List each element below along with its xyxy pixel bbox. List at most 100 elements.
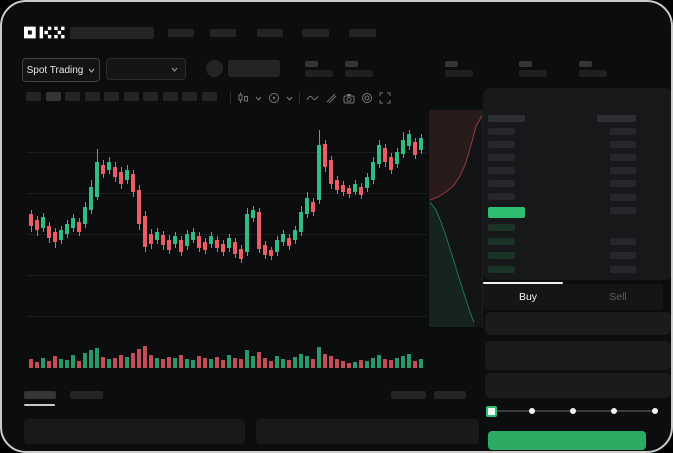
orders-tab-placeholder[interactable] (24, 391, 56, 399)
tab-sell[interactable]: Sell (609, 291, 627, 303)
wave-icon[interactable] (306, 93, 319, 103)
divider (230, 92, 231, 104)
tab-buy[interactable]: Buy (518, 291, 538, 303)
okx-logo[interactable] (24, 26, 65, 39)
candle (185, 234, 189, 246)
candle (311, 202, 315, 212)
orderbook-size-row[interactable] (610, 207, 636, 214)
brush-icon[interactable] (325, 92, 337, 104)
nav-search-placeholder[interactable] (70, 27, 154, 39)
orderbook-size-row[interactable] (610, 154, 636, 161)
slider-handle[interactable] (486, 406, 497, 417)
settings-icon[interactable] (361, 92, 373, 104)
timeframe-button[interactable] (65, 92, 80, 101)
candle (257, 212, 261, 249)
orderbook-size-row[interactable] (610, 141, 636, 148)
timeframe-button[interactable] (162, 92, 178, 101)
bottom-action-placeholder[interactable] (391, 391, 426, 399)
slider-step-dot[interactable] (652, 408, 658, 414)
nav-link-placeholder[interactable] (349, 29, 376, 37)
volume-bar (365, 361, 369, 368)
orderbook-price-row[interactable] (488, 154, 515, 161)
camera-icon[interactable] (343, 93, 355, 104)
volume-bar (263, 358, 267, 368)
nav-link-placeholder[interactable] (168, 29, 194, 37)
orderbook-price-row[interactable] (488, 128, 515, 135)
candle (359, 187, 363, 195)
volume-bar (251, 356, 255, 368)
candle (293, 230, 297, 240)
fullscreen-icon[interactable] (379, 92, 391, 104)
volume-bar (197, 356, 201, 368)
orderbook-size-row[interactable] (610, 128, 636, 135)
orderbook-size-row[interactable] (610, 194, 636, 201)
volume-bar (377, 355, 381, 368)
timeframe-button[interactable] (84, 92, 100, 101)
orderbook-size-row[interactable] (610, 167, 636, 174)
order-side-tabs: Buy Sell (483, 284, 663, 310)
chevron-down-icon[interactable] (255, 96, 262, 101)
orderbook-bid-row[interactable] (488, 252, 515, 259)
orderbook-size-row[interactable] (610, 252, 636, 259)
price-input[interactable] (485, 312, 671, 335)
timeframe-button[interactable] (45, 92, 61, 101)
orderbook-size-row[interactable] (610, 180, 636, 187)
market-type-selector[interactable]: Spot Trading (22, 58, 100, 82)
volume-bar (65, 360, 69, 368)
nav-link-placeholder[interactable] (302, 29, 329, 37)
candlestick-chart[interactable] (27, 112, 427, 368)
volume-bar (155, 358, 159, 368)
orderbook-price-row[interactable] (488, 193, 515, 200)
slider-step-dot[interactable] (529, 408, 535, 414)
volume-bar (359, 360, 363, 368)
ticker-stat-label (345, 70, 373, 77)
ticker-stat-label (519, 70, 547, 77)
bottom-action-placeholder[interactable] (434, 391, 466, 399)
candle (203, 242, 207, 250)
timeframe-button[interactable] (104, 92, 119, 101)
candle (395, 152, 399, 164)
volume-bar (113, 358, 117, 368)
candle (401, 140, 405, 154)
candle (161, 235, 165, 245)
orderbook-price-row[interactable] (488, 167, 515, 174)
chevron-down-icon (88, 68, 95, 73)
orderbook-size-row[interactable] (610, 238, 636, 245)
orderbook-size-row[interactable] (610, 266, 636, 273)
volume-bar (29, 359, 33, 368)
nav-link-placeholder[interactable] (257, 29, 283, 37)
candle (29, 214, 33, 226)
candle (113, 167, 117, 177)
orderbook-bid-row[interactable] (488, 224, 515, 231)
ticker-stat-label (305, 70, 333, 77)
orderbook-price-row[interactable] (488, 141, 515, 148)
timeframe-button[interactable] (143, 92, 158, 101)
chart-tools-row (230, 91, 391, 105)
slider-step-dot[interactable] (570, 408, 576, 414)
nav-link-placeholder[interactable] (210, 29, 236, 37)
total-input[interactable] (485, 373, 671, 398)
amount-slider[interactable] (485, 402, 665, 420)
candle (287, 238, 291, 246)
timeframe-button[interactable] (26, 92, 41, 101)
amount-input[interactable] (485, 341, 671, 370)
candle (179, 240, 183, 252)
chevron-down-icon[interactable] (286, 96, 293, 101)
pair-selector-dropdown[interactable] (106, 58, 186, 80)
candle (377, 145, 381, 164)
orderbook-bid-row[interactable] (488, 266, 515, 273)
orderbook-price-row[interactable] (488, 180, 515, 187)
buy-submit-button[interactable] (488, 431, 646, 450)
slider-step-dot[interactable] (611, 408, 617, 414)
volume-bar (137, 349, 141, 368)
volume-bar (209, 359, 213, 368)
orderbook-last-price[interactable] (488, 207, 525, 218)
history-tab-placeholder[interactable] (70, 391, 103, 399)
timeframe-button[interactable] (201, 92, 217, 101)
timeframe-button[interactable] (182, 92, 197, 101)
indicator-icon[interactable] (268, 92, 280, 104)
chart-gridline (27, 193, 427, 194)
candle-style-icon[interactable] (237, 92, 249, 104)
orderbook-bid-row[interactable] (488, 238, 515, 245)
timeframe-button[interactable] (123, 92, 139, 101)
